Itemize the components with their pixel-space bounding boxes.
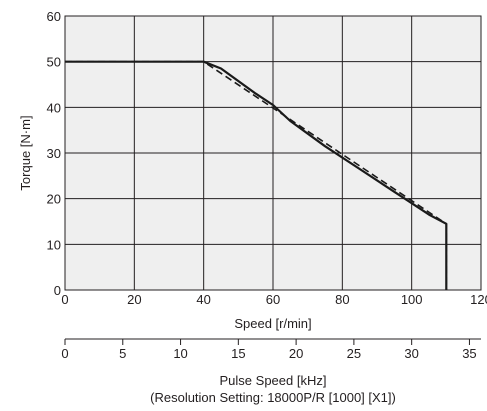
y-tick-label-1: 10 <box>47 237 61 252</box>
grid-lines <box>65 16 481 290</box>
x-tick-label-3: 60 <box>266 292 280 307</box>
series-layer <box>65 60 448 290</box>
x-tick-label-6: 120 <box>470 292 487 307</box>
secondary-tick-label-0: 0 <box>61 346 68 361</box>
y-axis-title: Torque [N·m] <box>18 115 33 190</box>
secondary-axis-title: Pulse Speed [kHz] <box>220 373 327 388</box>
y-tick-label-0: 0 <box>54 283 61 298</box>
y-tick-labels: 0 10 20 30 40 50 60 <box>47 9 61 298</box>
y-tick-label-4: 40 <box>47 100 61 115</box>
y-tick-label-5: 50 <box>47 55 61 70</box>
plot-frame <box>64 15 482 291</box>
secondary-axis-subtitle: (Resolution Setting: 18000P/R [1000] [X1… <box>150 390 396 405</box>
x-tick-label-4: 80 <box>335 292 349 307</box>
x-axis-title: Speed [r/min] <box>234 316 311 331</box>
secondary-tick-label-6: 30 <box>404 346 418 361</box>
y-tick-label-2: 20 <box>47 192 61 207</box>
series-solid-line <box>65 60 448 290</box>
x-tick-labels: 0 20 40 60 80 100 120 <box>61 292 487 307</box>
secondary-tick-label-3: 15 <box>231 346 245 361</box>
y-tick-label-6: 60 <box>47 9 61 24</box>
secondary-tick-label-2: 10 <box>173 346 187 361</box>
x-tick-label-2: 40 <box>196 292 210 307</box>
secondary-tick-label-4: 20 <box>289 346 303 361</box>
x-tick-label-1: 20 <box>127 292 141 307</box>
y-tick-label-3: 30 <box>47 146 61 161</box>
x-tick-label-0: 0 <box>61 292 68 307</box>
x-tick-label-5: 100 <box>401 292 423 307</box>
secondary-axis-ticks <box>64 339 470 345</box>
secondary-tick-label-5: 25 <box>347 346 361 361</box>
secondary-tick-label-1: 5 <box>119 346 126 361</box>
secondary-axis-tick-labels: 0 5 10 15 20 25 30 35 <box>61 346 476 361</box>
secondary-tick-label-7: 35 <box>462 346 476 361</box>
series-dashed-line <box>65 60 448 290</box>
